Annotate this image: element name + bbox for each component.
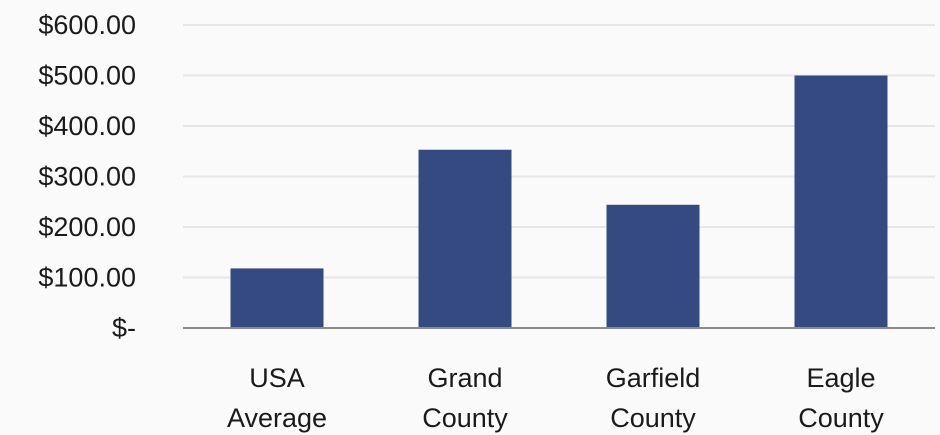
bars bbox=[230, 75, 888, 328]
x-category-label: County bbox=[798, 403, 884, 433]
y-tick-label: $300.00 bbox=[38, 162, 136, 192]
x-category-label: USA bbox=[249, 363, 305, 393]
x-category-label: Eagle bbox=[806, 363, 875, 393]
y-tick-label: $600.00 bbox=[38, 10, 136, 40]
x-category-labels: USA Average Grand County Garfield County Eagle… bbox=[227, 363, 884, 433]
x-category-label: Garfield bbox=[606, 363, 701, 393]
x-category-label: County bbox=[422, 403, 508, 433]
x-category-label: County bbox=[610, 403, 696, 433]
y-tick-labels: $- $100.00 $200.00 $300.00 $400.00 $500.00 $60… bbox=[38, 10, 136, 343]
x-category-label: Average bbox=[227, 403, 327, 433]
y-tick-label: $200.00 bbox=[38, 212, 136, 242]
y-tick-label: $400.00 bbox=[38, 111, 136, 141]
y-tick-label: $100.00 bbox=[38, 263, 136, 293]
bar bbox=[606, 204, 700, 328]
y-tick-label: $500.00 bbox=[38, 61, 136, 91]
bar bbox=[794, 75, 888, 328]
bar bbox=[230, 268, 324, 328]
bar bbox=[418, 149, 512, 328]
y-tick-label: $- bbox=[112, 313, 136, 343]
x-category-label: Grand bbox=[427, 363, 502, 393]
